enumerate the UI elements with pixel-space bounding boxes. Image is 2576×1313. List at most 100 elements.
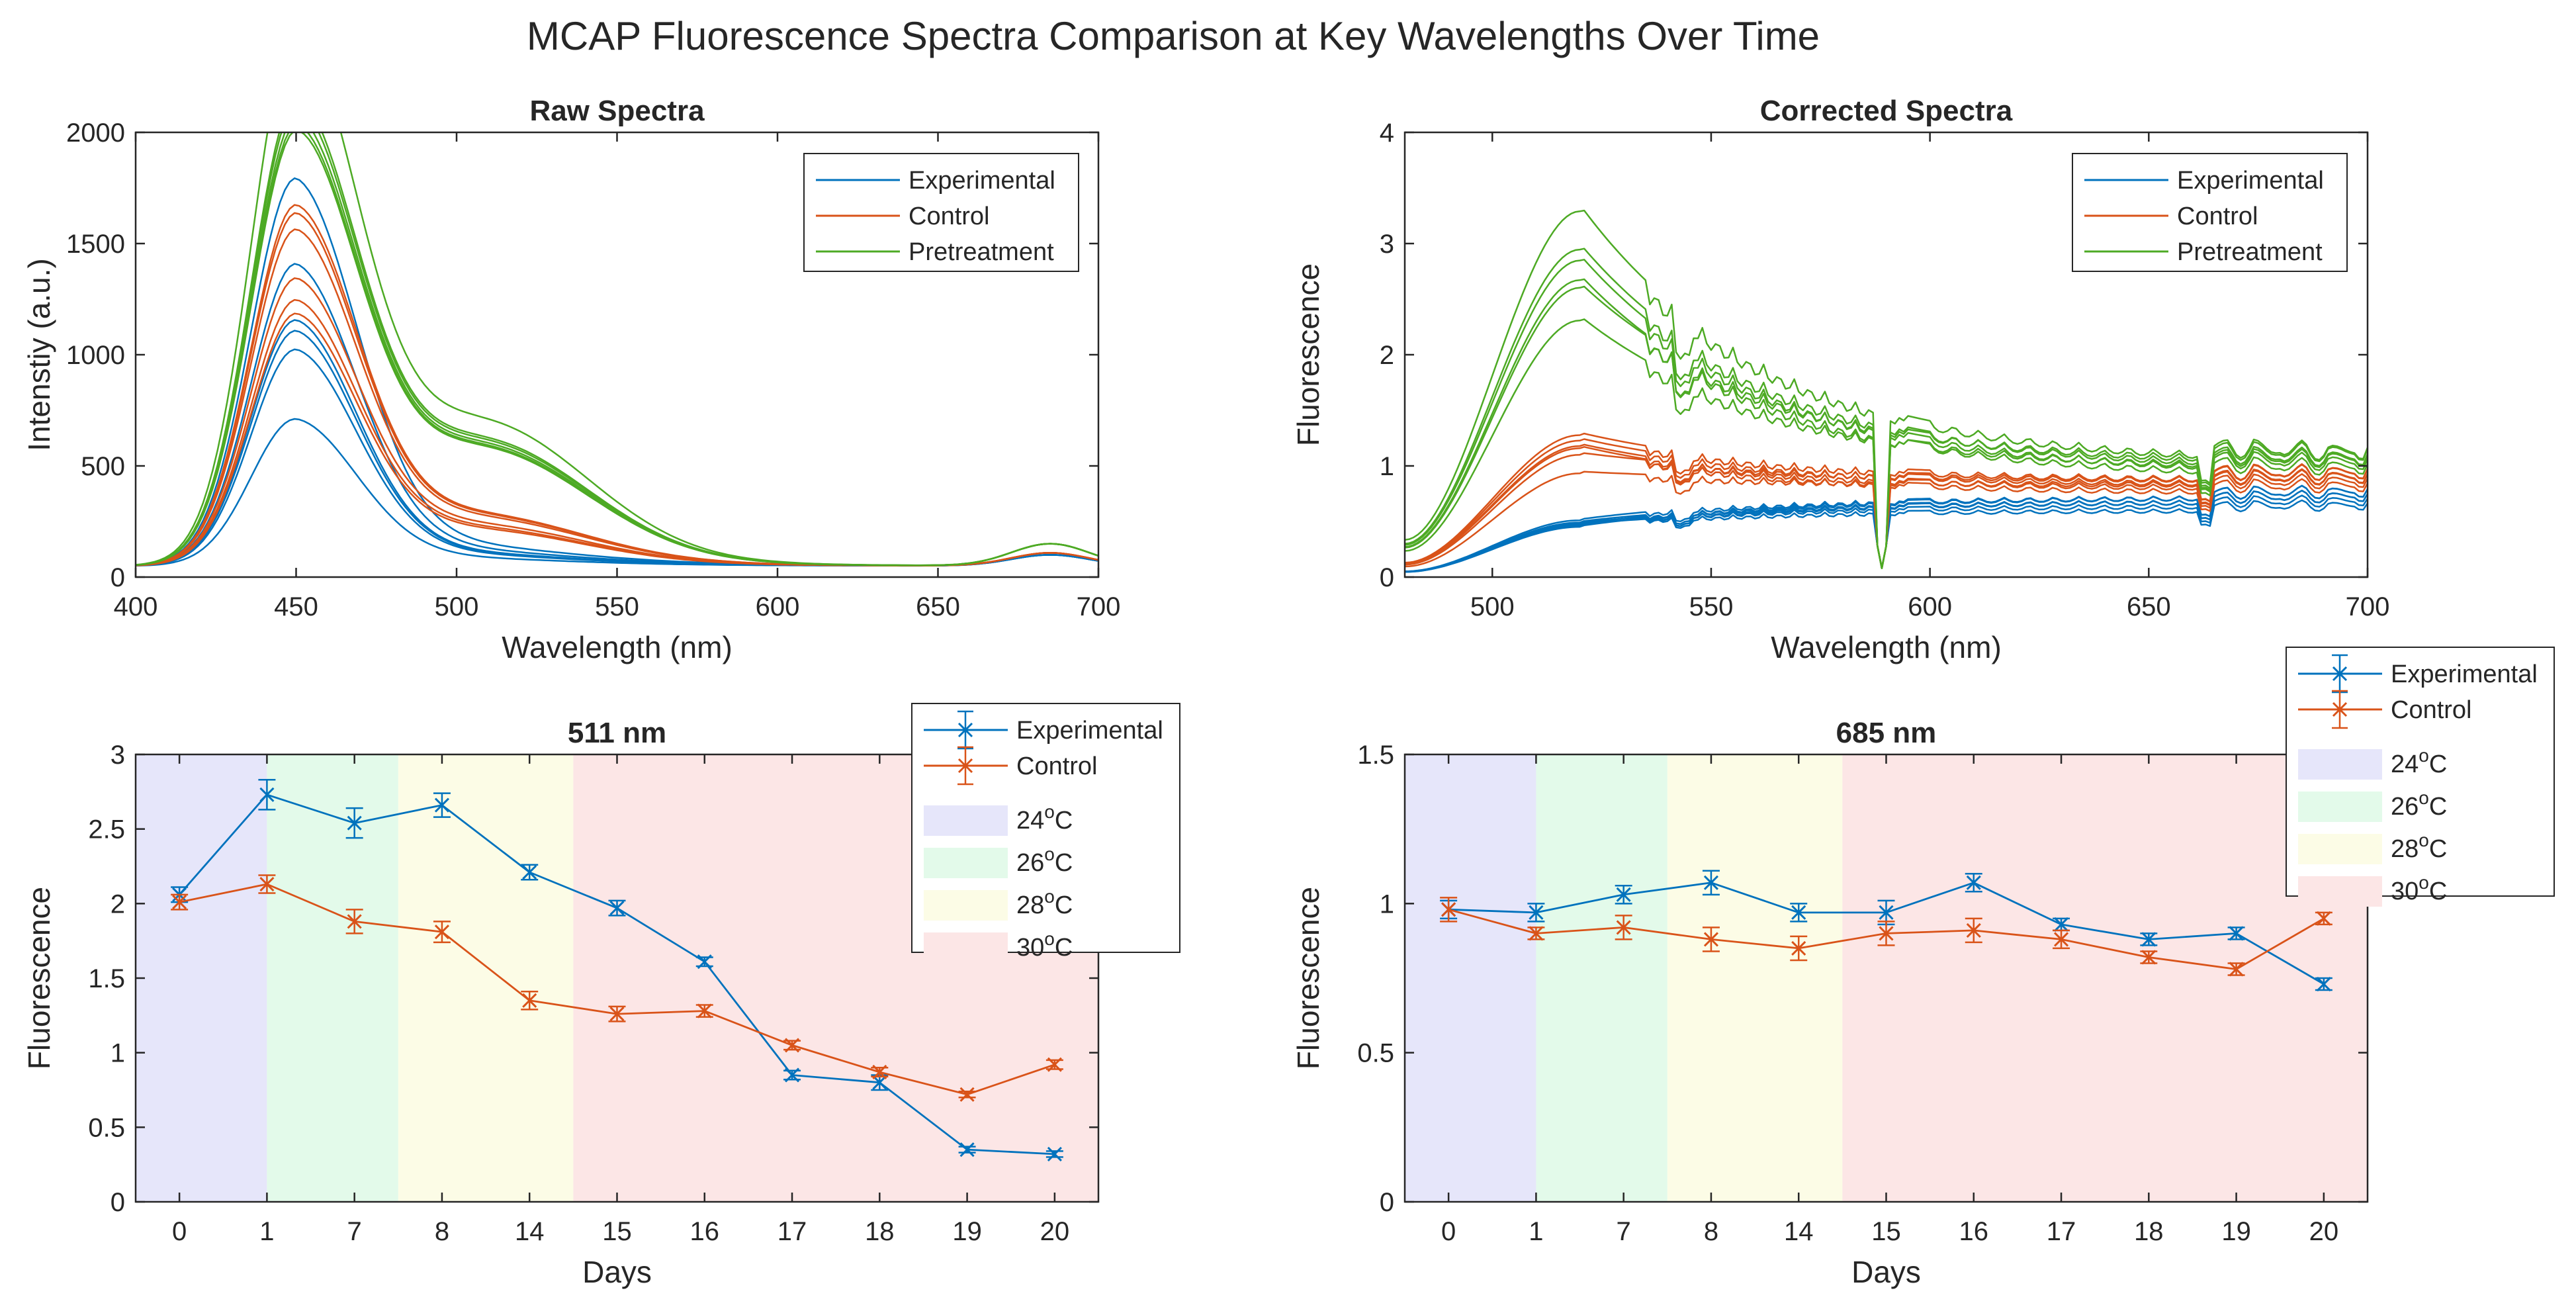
x-tick-label: 1 (259, 1217, 274, 1246)
spectrum-control (136, 228, 1098, 566)
degree-sign: o (1044, 928, 1055, 949)
data-point (2229, 962, 2244, 977)
data-point (347, 914, 362, 929)
data-point (522, 864, 537, 880)
series-experimental (1440, 870, 2332, 992)
axes-raw: 0 500 1000 1500 2000 400 450 500 550 600 650 700 Raw… (22, 95, 1121, 664)
legend-label-experimental: Experimental (1016, 717, 1163, 745)
legend-label-26c: 26oC (1016, 844, 1073, 877)
spectrum-experimental (136, 263, 1098, 566)
x-tick-label: 7 (347, 1217, 362, 1246)
x-tick-label: 15 (1871, 1217, 1901, 1246)
y-tick-label: 0 (1380, 563, 1394, 592)
legend-label-28c: 28oC (1016, 886, 1073, 919)
temp-value: 28 (2391, 835, 2419, 863)
temp-value: 30 (1016, 934, 1044, 962)
legend-swatch-26c (924, 848, 1008, 878)
x-tick-label: 1 (1529, 1217, 1543, 1246)
x-tick-label: 600 (756, 592, 800, 621)
legend-swatch-24c (924, 805, 1008, 836)
temp-unit: C (2429, 750, 2447, 778)
degree-sign: o (1044, 801, 1055, 822)
spectrum-control (136, 277, 1098, 566)
data-point (2141, 950, 2156, 965)
legend-label-30c: 30oC (1016, 928, 1073, 962)
y-axis-label: Fluorescence (1291, 887, 1325, 1069)
temperature-band-26c (1536, 754, 1667, 1202)
legend-swatch-30c (2298, 876, 2382, 907)
spectrum-pretreatment (1405, 318, 2368, 569)
y-tick-label: 1 (1380, 452, 1394, 481)
legend-label-pretreatment: Pretreatment (2177, 238, 2323, 266)
temp-unit: C (2429, 878, 2447, 905)
data-point (2141, 932, 2156, 947)
y-tick-label: 2.5 (88, 815, 125, 844)
x-tick-label: 18 (865, 1217, 895, 1246)
data-point (2316, 911, 2331, 926)
y-tick-label: 2 (111, 889, 125, 919)
y-tick-label: 1500 (66, 230, 125, 259)
temperature-band-28c (1667, 754, 1843, 1202)
data-point (434, 925, 450, 940)
degree-sign: o (1044, 844, 1055, 864)
data-point (1703, 875, 1719, 890)
data-point (1529, 926, 1544, 941)
legend-label-control: Control (1016, 752, 1098, 780)
x-tick-label: 15 (602, 1217, 632, 1246)
legend-errorbar (2332, 690, 2348, 729)
x-tick-label: 19 (952, 1217, 982, 1246)
spectrum-experimental (136, 330, 1098, 566)
data-point (1047, 1057, 1062, 1072)
x-tick-label: 550 (1689, 592, 1734, 621)
x-tick-label: 20 (2309, 1217, 2339, 1246)
axes-title: 685 nm (1836, 717, 1937, 749)
data-point (2229, 926, 2244, 941)
temp-unit: C (1055, 891, 1073, 919)
x-tick-label: 700 (1077, 592, 1121, 621)
temp-unit: C (1055, 934, 1073, 962)
x-tick-label: 700 (2346, 592, 2390, 621)
temp-value: 28 (1016, 891, 1044, 919)
x-tick-label: 16 (690, 1217, 720, 1246)
data-point (1879, 905, 1894, 920)
axes-corrected: 0 1 2 3 4 500 550 600 650 700 Corrected Spectra Wav… (1291, 95, 2389, 664)
y-tick-label: 4 (1380, 118, 1394, 148)
x-tick-label: 8 (1704, 1217, 1718, 1246)
data-point (259, 876, 275, 892)
data-point (872, 1064, 887, 1080)
spectrum-pretreatment (1405, 259, 2368, 569)
legend: Experimental Control Pretreatment (803, 153, 1079, 272)
x-tick-label: 400 (114, 592, 158, 621)
degree-sign: o (2419, 872, 2429, 893)
axes-title: Corrected Spectra (1760, 95, 2013, 127)
legend-label-pretreatment: Pretreatment (909, 238, 1054, 266)
data-point (1879, 926, 1894, 941)
legend-label-28c: 28oC (2391, 830, 2447, 863)
legend-label-experimental: Experimental (2391, 660, 2538, 688)
y-tick-label: 2000 (66, 118, 125, 148)
legend-label-30c: 30oC (2391, 872, 2447, 905)
x-tick-label: 19 (2221, 1217, 2251, 1246)
y-tick-label: 0 (111, 1188, 125, 1217)
data-point (872, 1075, 887, 1090)
x-tick-label: 600 (1908, 592, 1952, 621)
y-tick-label: 3 (111, 741, 125, 770)
axes-title: Raw Spectra (529, 95, 705, 127)
temp-unit: C (2429, 835, 2447, 863)
data-point (1616, 920, 1631, 935)
x-axis-label: Days (1851, 1255, 1921, 1289)
spectrum-control (1405, 469, 2368, 569)
y-tick-label: 1 (111, 1039, 125, 1068)
data-point (1047, 1146, 1062, 1161)
x-tick-label: 450 (274, 592, 318, 621)
x-tick-label: 18 (2134, 1217, 2164, 1246)
x-tick-label: 17 (2047, 1217, 2076, 1246)
spectrum-control (136, 312, 1098, 566)
spectrum-pretreatment (1405, 248, 2368, 569)
temp-unit: C (1055, 807, 1073, 835)
data-point (2053, 917, 2069, 932)
